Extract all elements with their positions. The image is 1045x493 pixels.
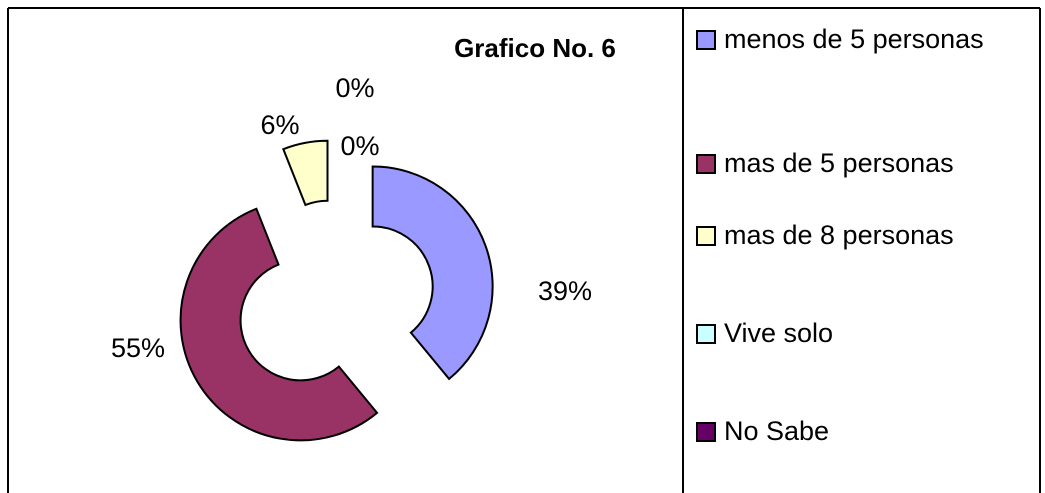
- data-label: 6%: [260, 110, 299, 140]
- legend-item: mas de 8 personas: [696, 216, 1036, 254]
- data-label: 0%: [340, 131, 379, 161]
- data-label: 0%: [335, 73, 374, 103]
- legend-item: menos de 5 personas: [696, 20, 1036, 58]
- legend-swatch: [696, 324, 716, 344]
- chart-title: Grafico No. 6: [454, 33, 616, 63]
- legend-item: No Sabe: [696, 412, 1036, 450]
- data-label: 55%: [111, 333, 165, 363]
- legend-swatch: [696, 422, 716, 442]
- legend-label: mas de 5 personas: [724, 148, 954, 178]
- legend-item: mas de 5 personas: [696, 144, 1036, 182]
- data-label: 39%: [538, 276, 592, 306]
- slice: [371, 165, 494, 381]
- legend-swatch: [696, 30, 716, 50]
- legend-label: No Sabe: [724, 416, 830, 446]
- slice: [179, 207, 379, 442]
- legend-label: Vive solo: [724, 318, 834, 348]
- legend-item: Vive solo: [696, 314, 1036, 352]
- slice: [282, 139, 329, 207]
- legend-swatch: [696, 154, 716, 174]
- legend-label: mas de 8 personas: [724, 220, 954, 250]
- legend-swatch: [696, 226, 716, 246]
- legend-label: menos de 5 personas: [724, 24, 984, 54]
